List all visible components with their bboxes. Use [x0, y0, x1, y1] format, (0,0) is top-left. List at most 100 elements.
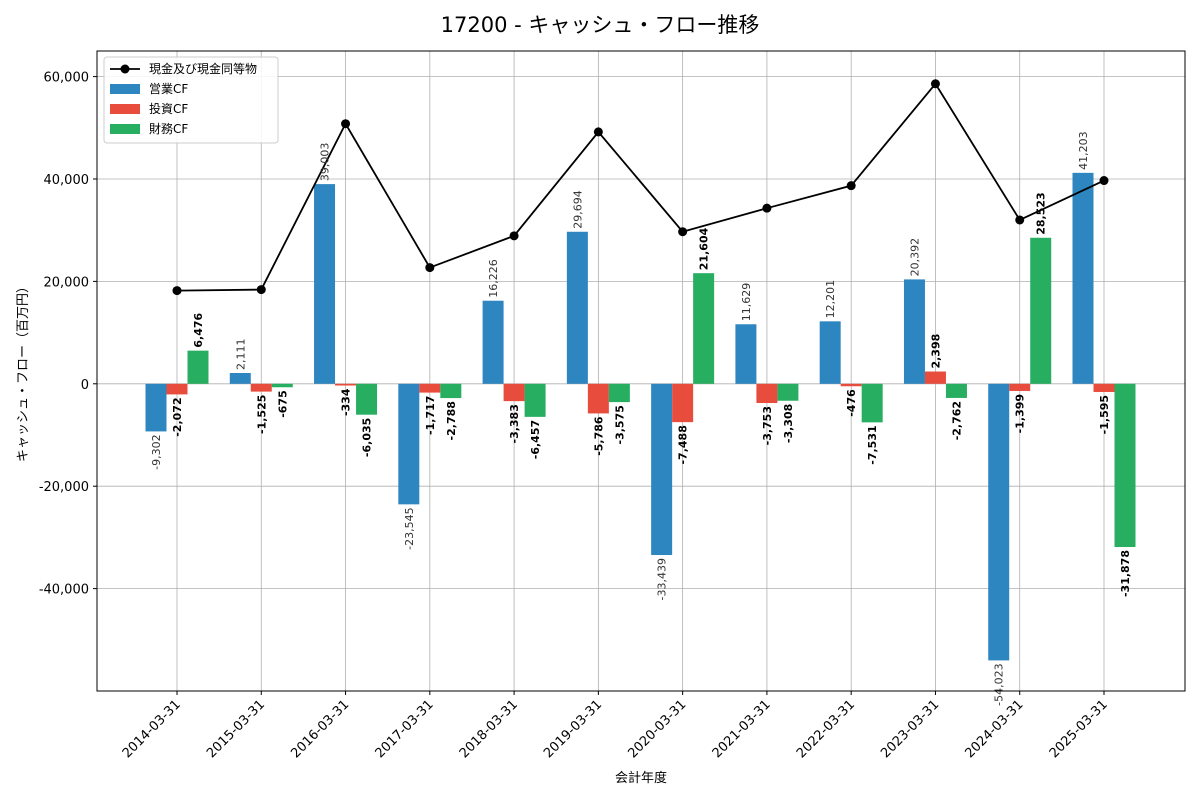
bar-0-4: [482, 300, 504, 384]
bar-0-6: [651, 383, 673, 556]
cash-point: [425, 263, 435, 273]
bar-data-label: 29,694: [571, 190, 584, 229]
bar-data-label: -1,399: [1014, 394, 1027, 433]
data-labels: -9,302 2,111 39,003 -23,545 16,226 29,694 -33,…: [150, 131, 1132, 706]
y-tick-label: 40,000: [44, 173, 90, 188]
bar-data-label: 21,604: [698, 227, 711, 270]
plot-frame: [96, 50, 1186, 692]
bar-2-9: [945, 383, 967, 398]
bar-2-11: [1114, 383, 1136, 548]
chart-title: 17200 - キャッシュ・フロー推移: [441, 13, 760, 37]
x-tick-label: 2018-03-31: [457, 697, 521, 761]
x-tick-label: 2019-03-31: [541, 697, 605, 761]
bar-data-label: -1,525: [255, 395, 268, 434]
bar-data-label: -6,035: [361, 418, 374, 457]
bar-data-label: -3,575: [613, 405, 626, 444]
bar-2-7: [777, 383, 799, 401]
bar-data-label: -23,545: [403, 507, 416, 549]
cash-point: [1015, 215, 1025, 225]
y-tick-label: 20,000: [44, 275, 90, 290]
cash-point: [762, 203, 772, 213]
bar-2-3: [440, 383, 462, 399]
cash-point: [1099, 176, 1109, 186]
bar-2-5: [608, 383, 630, 403]
x-tick-label: 2017-03-31: [373, 697, 437, 761]
legend-bar-swatch: [110, 104, 140, 114]
bar-2-1: [271, 383, 293, 388]
bar-1-0: [166, 383, 188, 395]
y-tick-label: 0: [81, 378, 89, 393]
bar-data-label: -334: [340, 388, 353, 416]
x-tick-label: 2025-03-31: [1047, 697, 1111, 761]
x-tick-label: 2022-03-31: [794, 697, 858, 761]
bar-1-7: [756, 383, 778, 404]
cash-point: [172, 286, 182, 296]
bar-data-label: -2,762: [950, 401, 963, 440]
bar-1-10: [1009, 383, 1031, 391]
legend-label: 現金及び現金同等物: [149, 61, 257, 76]
bars: [145, 172, 1136, 661]
bar-0-9: [903, 279, 925, 384]
bar-data-label: -7,531: [866, 425, 879, 464]
x-tick-label: 2016-03-31: [288, 697, 352, 761]
bar-data-label: 2,398: [929, 334, 942, 369]
x-axis-ticks: 2014-03-31 2015-03-31 2016-03-31 2017-03-31…: [120, 691, 1111, 761]
legend-box: [103, 56, 279, 144]
bar-2-0: [187, 350, 209, 384]
x-axis-label: 会計年度: [615, 770, 667, 786]
bar-2-6: [693, 273, 715, 384]
cash-point: [341, 119, 351, 129]
bar-1-1: [250, 383, 272, 392]
bar-data-label: 41,203: [1077, 131, 1090, 170]
bar-1-6: [672, 383, 694, 423]
bar-data-label: -3,308: [782, 404, 795, 443]
bar-data-label: 12,201: [824, 280, 837, 319]
bar-data-label: -6,457: [529, 420, 542, 459]
bar-data-label: 16,226: [487, 259, 500, 298]
bar-data-label: -3,383: [508, 404, 521, 443]
y-axis-label: キャッシュ・フロー（百万円）: [16, 280, 31, 462]
bar-data-label: -31,878: [1119, 550, 1132, 597]
x-tick-label: 2021-03-31: [710, 697, 774, 761]
cash-line-path: [176, 82, 1105, 292]
bar-1-5: [587, 383, 609, 414]
bar-data-label: -1,595: [1098, 395, 1111, 434]
bar-2-4: [524, 383, 546, 417]
bar-data-label: -675: [276, 390, 289, 418]
grid: [97, 51, 1185, 691]
bar-data-label: -7,488: [677, 425, 690, 464]
y-axis-ticks: -40,000 -20,000 0 20,000 40,000 60,000: [39, 71, 97, 598]
cash-point: [930, 79, 940, 89]
bar-0-7: [735, 324, 757, 384]
bar-2-8: [861, 383, 883, 423]
bar-1-2: [335, 383, 357, 386]
bar-data-label: -1,717: [424, 396, 437, 435]
bar-data-label: 20,392: [908, 238, 921, 277]
legend-marker: [120, 64, 130, 74]
x-tick-label: 2020-03-31: [625, 697, 689, 761]
x-tick-label: 2023-03-31: [878, 697, 942, 761]
bar-data-label: 11,629: [740, 283, 753, 322]
bar-data-label: 39,003: [319, 143, 332, 182]
x-tick-label: 2014-03-31: [120, 697, 184, 761]
legend-label: 営業CF: [149, 82, 188, 96]
cash-point: [593, 127, 603, 137]
bar-data-label: -2,788: [445, 401, 458, 440]
bar-1-11: [1093, 383, 1115, 392]
bar-data-label: -3,753: [761, 406, 774, 445]
y-tick-label: -40,000: [39, 583, 89, 598]
bar-0-8: [819, 321, 841, 384]
bar-1-8: [840, 383, 862, 387]
x-tick-label: 2015-03-31: [204, 697, 268, 761]
bar-1-3: [419, 383, 441, 393]
cash-point: [509, 231, 519, 241]
cash-point: [846, 181, 856, 191]
legend-label: 投資CF: [149, 101, 188, 116]
bar-0-2: [314, 184, 336, 384]
bar-data-label: 28,523: [1035, 192, 1048, 234]
bar-0-5: [566, 231, 588, 384]
bar-data-label: -33,439: [656, 558, 669, 600]
bar-data-label: -54,023: [993, 663, 1006, 705]
